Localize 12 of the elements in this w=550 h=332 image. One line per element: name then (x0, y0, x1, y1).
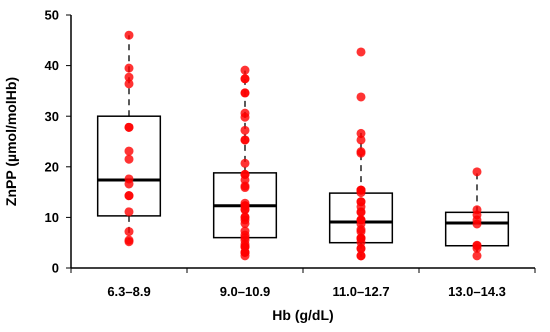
y-tick-label: 0 (52, 260, 59, 276)
x-tick-label: 9.0–10.9 (220, 284, 270, 299)
y-tick-label: 40 (44, 58, 59, 74)
x-tick-label: 13.0–14.3 (448, 284, 506, 299)
y-tick-label: 30 (44, 108, 59, 124)
y-axis-title: ZnPP (µmol/molHb) (3, 76, 19, 206)
x-axis-title: Hb (g/dL) (272, 307, 334, 323)
y-tick-label: 50 (44, 8, 59, 23)
x-tick-label: 6.3–8.9 (107, 284, 151, 299)
y-tick-label: 20 (44, 159, 59, 174)
y-tick-label: 10 (44, 210, 59, 225)
x-tick-label: 11.0–12.7 (332, 284, 390, 299)
